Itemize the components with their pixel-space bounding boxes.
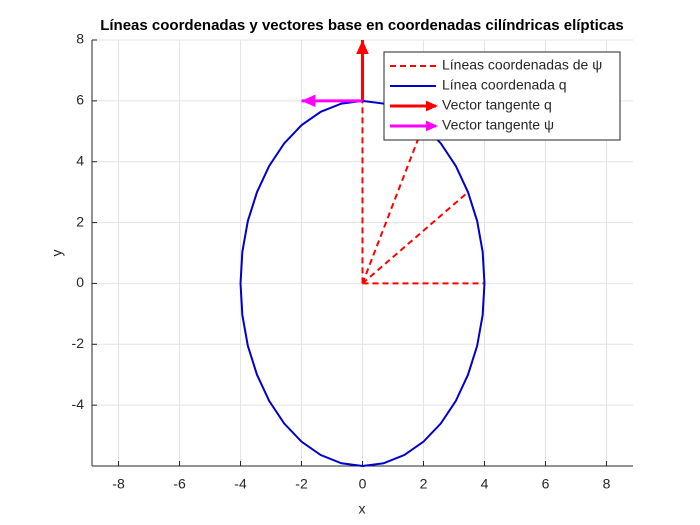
- x-tick-label: -2: [295, 476, 308, 492]
- series-line: [361, 100, 485, 285]
- legend-label: Vector tangente q: [442, 97, 552, 113]
- y-tick-label: -4: [72, 396, 85, 412]
- x-tick-label: 4: [481, 476, 489, 492]
- legend-arrow-head: [426, 120, 438, 132]
- legend-label: Vector tangente ψ: [442, 117, 554, 133]
- y-tick-label: 0: [76, 274, 84, 290]
- y-tick-label: 8: [76, 31, 84, 47]
- y-tick-label: 2: [76, 213, 84, 229]
- legend-label: Líneas coordenadas de ψ: [442, 57, 602, 73]
- arrow-head: [356, 40, 369, 54]
- y-axis-label: y: [49, 250, 65, 257]
- x-tick-label: 2: [420, 476, 428, 492]
- x-tick-label: -8: [112, 476, 125, 492]
- legend-label: Línea coordenada q: [442, 77, 567, 93]
- legend-arrow-head: [426, 100, 438, 112]
- x-tick-label: 6: [542, 476, 550, 492]
- x-tick-label: 0: [359, 476, 367, 492]
- chart-title: Líneas coordenadas y vectores base en co…: [100, 17, 624, 34]
- x-tick-label: -4: [234, 476, 247, 492]
- y-tick-label: 6: [76, 92, 84, 108]
- y-tick-label: -2: [72, 335, 85, 351]
- y-tick-label: 4: [76, 152, 84, 168]
- arrow-head: [301, 94, 316, 108]
- x-tick-label: -6: [173, 476, 186, 492]
- x-tick-label: 8: [603, 476, 611, 492]
- x-axis-label: x: [359, 501, 366, 517]
